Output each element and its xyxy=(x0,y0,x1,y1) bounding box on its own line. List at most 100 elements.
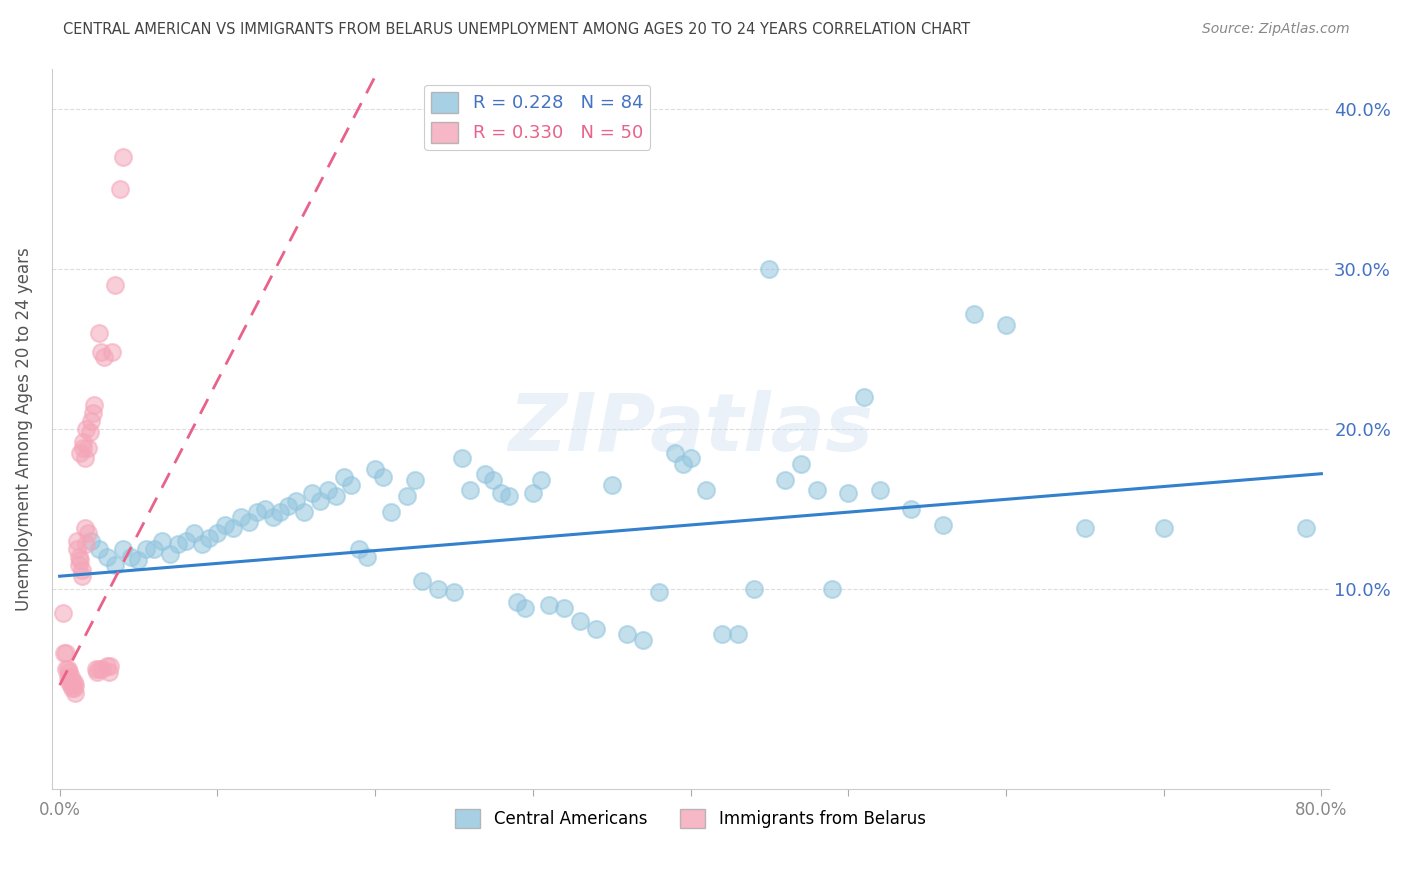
Point xyxy=(963,307,986,321)
Point xyxy=(69,446,91,460)
Point xyxy=(58,665,80,680)
Point xyxy=(63,674,86,689)
Point xyxy=(253,502,276,516)
Point xyxy=(672,457,695,471)
Point xyxy=(167,537,190,551)
Point xyxy=(96,549,118,564)
Point xyxy=(679,450,702,465)
Point xyxy=(100,345,122,359)
Point xyxy=(80,533,103,548)
Point xyxy=(498,489,520,503)
Point xyxy=(93,350,115,364)
Point xyxy=(90,345,112,359)
Point xyxy=(309,494,332,508)
Point xyxy=(853,390,876,404)
Point xyxy=(59,678,82,692)
Point xyxy=(73,521,96,535)
Point xyxy=(143,541,166,556)
Point xyxy=(79,425,101,439)
Point xyxy=(450,450,472,465)
Point xyxy=(150,533,173,548)
Point xyxy=(340,478,363,492)
Point xyxy=(458,483,481,497)
Point xyxy=(569,614,592,628)
Point xyxy=(932,518,955,533)
Point xyxy=(773,473,796,487)
Point xyxy=(198,531,221,545)
Point xyxy=(56,670,79,684)
Point xyxy=(869,483,891,497)
Point xyxy=(55,646,77,660)
Point xyxy=(513,601,536,615)
Point xyxy=(711,627,734,641)
Point xyxy=(84,662,107,676)
Point xyxy=(758,261,780,276)
Point xyxy=(87,541,110,556)
Point xyxy=(427,582,450,596)
Point xyxy=(135,541,157,556)
Point xyxy=(104,277,127,292)
Point xyxy=(69,553,91,567)
Point xyxy=(316,483,339,497)
Point xyxy=(59,670,82,684)
Point xyxy=(356,549,378,564)
Point xyxy=(73,450,96,465)
Point xyxy=(52,606,75,620)
Point xyxy=(87,662,110,676)
Point xyxy=(67,549,90,564)
Point xyxy=(66,533,89,548)
Point xyxy=(80,414,103,428)
Point xyxy=(900,502,922,516)
Point xyxy=(104,558,127,572)
Point xyxy=(183,526,205,541)
Point xyxy=(82,406,104,420)
Point xyxy=(55,662,77,676)
Point xyxy=(742,582,765,596)
Point xyxy=(97,665,120,680)
Point xyxy=(120,549,142,564)
Point xyxy=(301,486,323,500)
Point xyxy=(72,434,94,449)
Point xyxy=(325,489,347,503)
Point xyxy=(395,489,418,503)
Text: CENTRAL AMERICAN VS IMMIGRANTS FROM BELARUS UNEMPLOYMENT AMONG AGES 20 TO 24 YEA: CENTRAL AMERICAN VS IMMIGRANTS FROM BELA… xyxy=(63,22,970,37)
Point xyxy=(77,526,100,541)
Point xyxy=(207,526,229,541)
Text: ZIPatlas: ZIPatlas xyxy=(508,390,873,468)
Point xyxy=(332,470,354,484)
Point xyxy=(87,326,110,340)
Point xyxy=(190,537,212,551)
Point xyxy=(238,515,260,529)
Point xyxy=(380,505,402,519)
Point xyxy=(491,486,513,500)
Point xyxy=(128,553,150,567)
Point xyxy=(600,478,623,492)
Point xyxy=(821,582,844,596)
Point xyxy=(75,537,97,551)
Point xyxy=(67,558,90,572)
Point xyxy=(111,541,134,556)
Text: Source: ZipAtlas.com: Source: ZipAtlas.com xyxy=(1202,22,1350,37)
Point xyxy=(790,457,813,471)
Point xyxy=(66,541,89,556)
Point xyxy=(994,318,1017,332)
Y-axis label: Unemployment Among Ages 20 to 24 years: Unemployment Among Ages 20 to 24 years xyxy=(15,247,32,611)
Point xyxy=(285,494,308,508)
Point xyxy=(506,595,529,609)
Point xyxy=(174,533,197,548)
Point xyxy=(60,674,83,689)
Point xyxy=(72,441,94,455)
Point xyxy=(96,659,118,673)
Point xyxy=(585,622,607,636)
Point xyxy=(65,686,87,700)
Point xyxy=(60,681,83,696)
Point xyxy=(371,470,394,484)
Point xyxy=(70,569,93,583)
Point xyxy=(91,662,114,676)
Point xyxy=(411,574,433,588)
Point xyxy=(664,446,686,460)
Point xyxy=(246,505,269,519)
Point xyxy=(364,462,387,476)
Legend: Central Americans, Immigrants from Belarus: Central Americans, Immigrants from Belar… xyxy=(449,803,932,835)
Point xyxy=(98,659,121,673)
